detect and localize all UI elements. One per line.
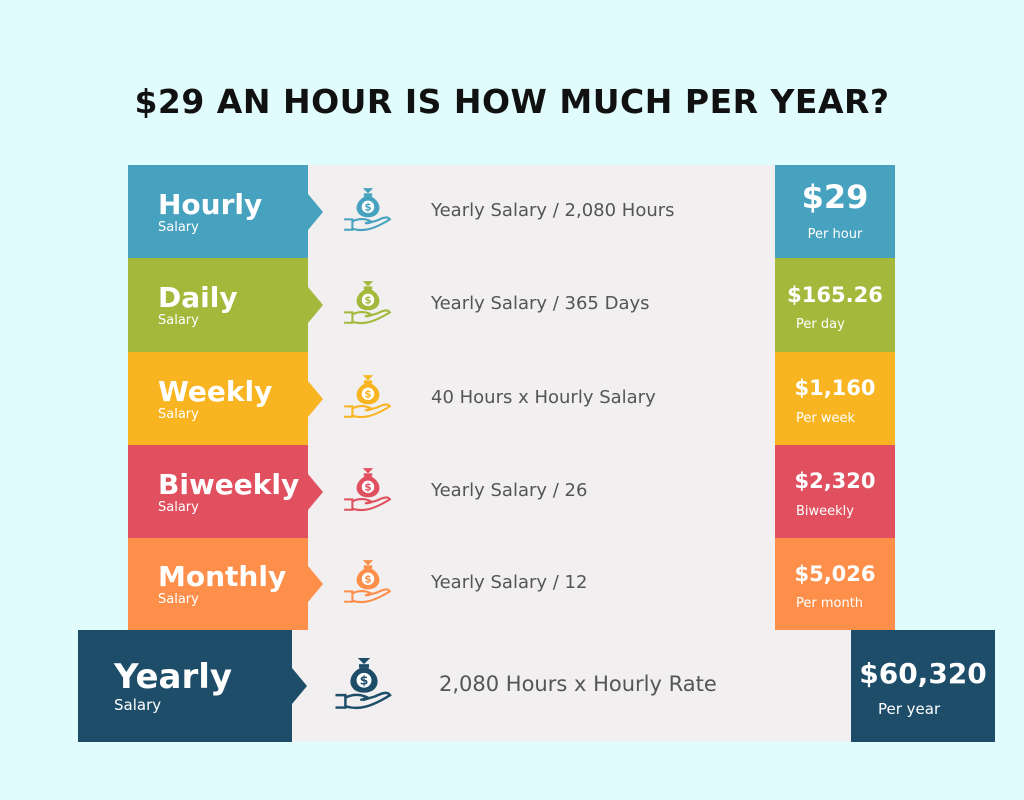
salary-row: Weekly Salary $ 40 Hours x Hourly Salary $… (128, 352, 895, 445)
icon-wrap: $ (342, 556, 394, 612)
amount-label: Biweekly (796, 503, 854, 519)
money-icon: $ (344, 187, 392, 231)
icon-wrap: $ (333, 653, 395, 719)
salary-row: Daily Salary $ Yearly Salary / 365 Days $1… (128, 258, 895, 352)
label-block: Yearly Salary (78, 630, 292, 742)
amount-label: Per day (796, 317, 845, 332)
money-icon: $ (344, 560, 392, 604)
formula: Yearly Salary / 12 (431, 572, 588, 594)
salary-row: Yearly Salary $ 2,080 Hours x Hourly Rate… (78, 630, 995, 742)
svg-text:$: $ (360, 673, 369, 688)
svg-text:$: $ (364, 574, 371, 586)
icon-wrap: $ (342, 371, 394, 427)
amount-block: $5,026 Per month (775, 538, 895, 630)
row-sublabel: Salary (158, 499, 199, 515)
row-background (308, 445, 775, 538)
salary-row: Hourly Salary $ Yearly Salary / 2,080 Hou… (128, 165, 895, 258)
arrow (308, 566, 323, 602)
amount: $2,320 (794, 469, 876, 494)
formula: Yearly Salary / 26 (431, 479, 588, 501)
row-background (308, 258, 775, 352)
amount: $5,026 (794, 561, 876, 586)
row-sublabel: Salary (114, 696, 162, 715)
amount-label: Per hour (807, 226, 863, 242)
row-sublabel: Salary (158, 219, 199, 235)
formula: 2,080 Hours x Hourly Rate (439, 672, 717, 697)
amount: $1,160 (794, 376, 876, 401)
label-block: Hourly Salary (128, 165, 308, 258)
amount-block: $60,320 Per year (851, 630, 995, 742)
row-background (308, 165, 775, 258)
salary-row: Biweekly Salary $ Yearly Salary / 26 $2,32… (128, 445, 895, 538)
formula: Yearly Salary / 2,080 Hours (431, 199, 675, 221)
formula: 40 Hours x Hourly Salary (431, 386, 656, 408)
amount: $60,320 (859, 656, 987, 690)
row-label: Biweekly (158, 467, 300, 501)
amount-block: $165.26 Per day (775, 258, 895, 352)
row-label: Monthly (158, 560, 287, 594)
amount-label: Per week (796, 410, 856, 426)
row-background (308, 352, 775, 445)
amount-block: $2,320 Biweekly (775, 445, 895, 538)
row-label: Weekly (158, 374, 273, 408)
amount: $165.26 (787, 282, 883, 307)
amount-block: $29 Per hour (775, 165, 895, 258)
label-block: Monthly Salary (128, 538, 308, 630)
arrow (308, 287, 323, 323)
amount: $29 (801, 177, 869, 216)
label-block: Daily Salary (128, 258, 308, 352)
arrow (308, 193, 323, 230)
row-background (292, 630, 851, 742)
amount-label: Per year (878, 700, 941, 718)
row-label: Daily (158, 281, 238, 315)
row-sublabel: Salary (158, 592, 199, 608)
svg-text:$: $ (364, 388, 371, 400)
money-icon: $ (335, 657, 392, 710)
money-icon: $ (344, 374, 392, 418)
icon-wrap: $ (342, 184, 394, 240)
row-sublabel: Salary (158, 313, 199, 329)
amount-label: Per month (796, 596, 864, 611)
icon-wrap: $ (342, 277, 394, 333)
arrow (308, 380, 323, 417)
row-background (308, 538, 775, 630)
label-block: Biweekly Salary (128, 445, 308, 538)
formula: Yearly Salary / 365 Days (431, 293, 650, 315)
salary-row: Monthly Salary $ Yearly Salary / 12 $5,026… (128, 538, 895, 630)
row-sublabel: Salary (158, 406, 199, 422)
arrow (292, 668, 307, 704)
icon-wrap: $ (342, 464, 394, 520)
svg-text:$: $ (364, 295, 371, 307)
money-icon: $ (344, 281, 392, 325)
row-label: Yearly (114, 657, 233, 698)
row-label: Hourly (158, 187, 263, 221)
label-block: Weekly Salary (128, 352, 308, 445)
title: $29 AN HOUR IS HOW MUCH PER YEAR? (134, 82, 890, 121)
money-icon: $ (344, 467, 392, 511)
svg-text:$: $ (364, 481, 371, 493)
arrow (308, 473, 323, 510)
svg-text:$: $ (364, 201, 371, 213)
amount-block: $1,160 Per week (775, 352, 895, 445)
